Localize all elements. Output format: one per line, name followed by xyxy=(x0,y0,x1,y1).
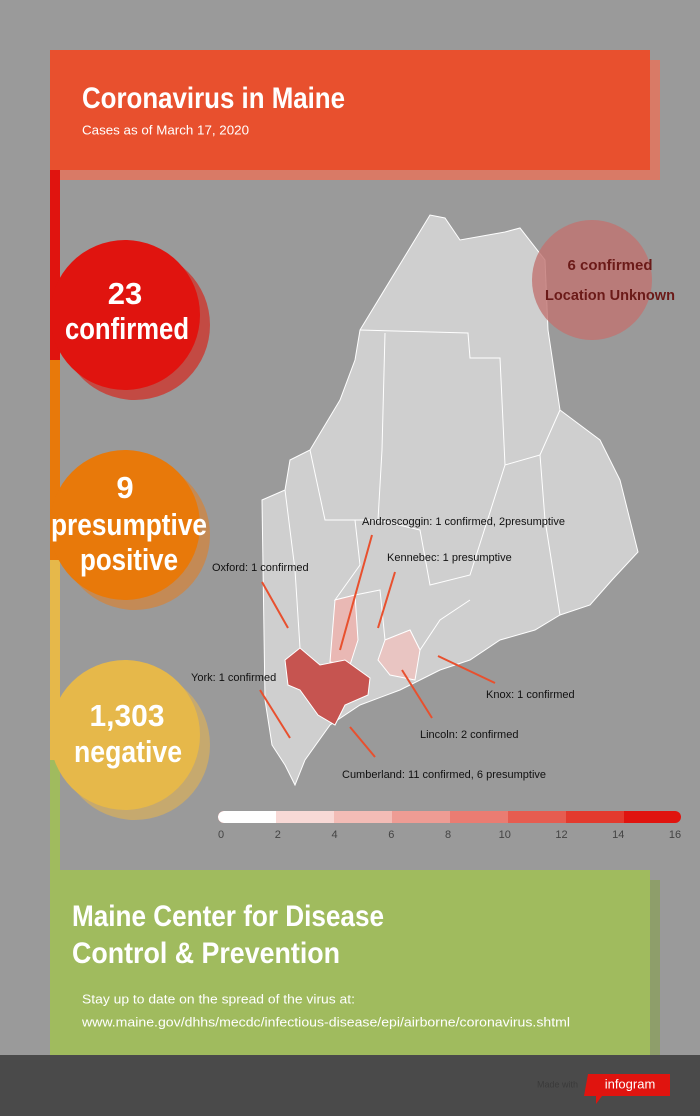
legend-tick-label: 2 xyxy=(275,829,281,841)
unknown-label: Location Unknown xyxy=(545,287,675,304)
annotation: Oxford: 1 confirmed xyxy=(212,562,309,574)
annotation: Androscoggin: 1 confirmed, 2presumptive xyxy=(362,516,565,528)
county-lincoln xyxy=(377,629,421,681)
unknown-label: 6 confirmed xyxy=(567,257,652,274)
info-title: Control & Prevention xyxy=(72,937,340,970)
stat-label: presumptive xyxy=(51,507,207,542)
county-border xyxy=(309,449,471,651)
legend-tick-label: 6 xyxy=(388,829,394,841)
timeline-segment xyxy=(50,170,60,360)
legend-segment xyxy=(508,811,566,823)
info-text: Stay up to date on the spread of the vir… xyxy=(82,991,355,1006)
legend-segment xyxy=(566,811,624,823)
legend-tick-label: 0 xyxy=(218,829,224,841)
annotation: Kennebec: 1 presumptive xyxy=(387,552,512,564)
legend-tick-label: 14 xyxy=(612,829,624,841)
stat-value: 23 xyxy=(108,276,142,311)
leader-line xyxy=(401,669,433,719)
leader-line xyxy=(437,655,496,684)
leader-line xyxy=(261,581,289,629)
footer xyxy=(0,1055,700,1116)
legend-tick-label: 10 xyxy=(499,829,511,841)
credit-text: Made with xyxy=(537,1079,578,1089)
annotation: Cumberland: 11 confirmed, 6 presumptive xyxy=(342,769,546,781)
county-cumberland xyxy=(284,647,371,726)
leader-line xyxy=(349,726,376,758)
county-border xyxy=(377,332,506,586)
legend-tick-label: 8 xyxy=(445,829,451,841)
stat-label: confirmed xyxy=(65,311,189,346)
info-link[interactable]: www.maine.gov/dhhs/mecdc/infectious-dise… xyxy=(81,1014,570,1029)
legend-tick-label: 4 xyxy=(331,829,337,841)
subtitle: Cases as of March 17, 2020 xyxy=(82,122,249,137)
header-box xyxy=(50,50,650,170)
stat-circle xyxy=(50,450,200,600)
legend-tick-label: 12 xyxy=(555,829,567,841)
county-border xyxy=(284,489,301,649)
color-legend: 0 2 4 6 8 10 12 14 16 xyxy=(218,811,681,841)
annotation: York: 1 confirmed xyxy=(191,672,276,684)
legend-segment xyxy=(392,811,450,823)
legend-segment xyxy=(334,811,392,823)
info-title: Maine Center for Disease xyxy=(72,900,384,933)
county-androscoggin xyxy=(329,594,359,666)
stat-label: positive xyxy=(80,542,178,577)
legend-tick-label: 16 xyxy=(669,829,681,841)
timeline-segment xyxy=(50,360,60,560)
map xyxy=(261,214,639,787)
timeline-segment xyxy=(50,560,60,760)
stat-value: 1,303 xyxy=(90,698,165,733)
info-box xyxy=(50,870,650,1055)
timeline-segment xyxy=(50,760,60,870)
unknown-circle xyxy=(532,220,652,340)
stat-label: negative xyxy=(74,734,182,769)
leader-line xyxy=(339,534,373,651)
legend-segment xyxy=(218,811,282,823)
leader-line xyxy=(259,689,291,739)
leader-line xyxy=(377,571,396,629)
county-border xyxy=(539,454,561,616)
legend-segment xyxy=(276,811,334,823)
annotation: Lincoln: 2 confirmed xyxy=(420,729,518,741)
annotation: Knox: 1 confirmed xyxy=(486,689,575,701)
brand-badge[interactable] xyxy=(584,1074,670,1104)
title: Coronavirus in Maine xyxy=(82,82,345,115)
stat-circle xyxy=(50,660,200,810)
legend-segment xyxy=(450,811,508,823)
stat-value: 9 xyxy=(116,470,133,505)
stat-circle xyxy=(50,240,200,390)
brand-name[interactable]: infogram xyxy=(605,1076,656,1091)
